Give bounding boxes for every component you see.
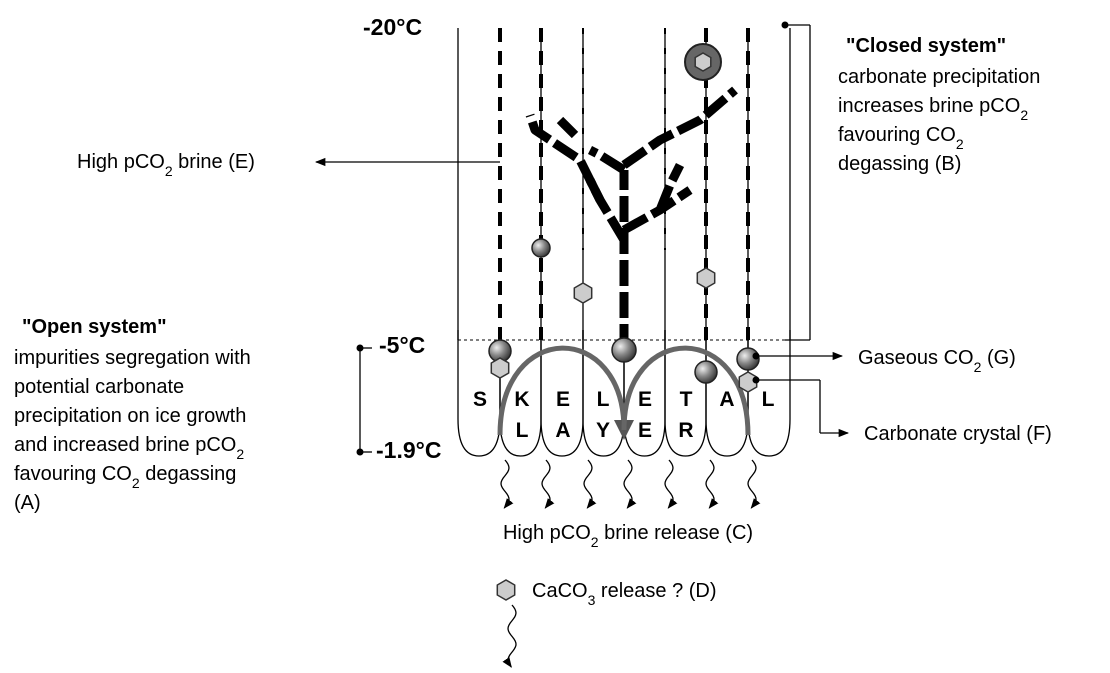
label-text: increases brine pCO [838,95,1020,117]
subscript: 2 [974,359,982,375]
release-arrow [500,459,514,509]
subscript: 2 [165,163,173,179]
brine-tree [621,86,738,169]
carbonate-crystal [573,282,593,304]
label-text: brine (E) [173,151,255,173]
temperature-top: -20°C [363,14,422,40]
brine-tree [587,145,627,174]
lobe [540,330,584,457]
flow-arc [621,345,751,436]
gas-bubble [736,347,760,371]
lobe [664,330,707,457]
brine-tree [525,113,628,243]
connector-dot [781,21,789,29]
label-text: impurities segregation with [14,347,251,369]
label-text: carbonate precipitation [838,66,1040,88]
layer-letter: E [556,388,570,411]
label-text: (G) [981,347,1015,369]
label-text: (A) [14,492,41,514]
release-arrow [502,604,517,668]
label-text: precipitation on ice growth [14,405,246,427]
brine-tree [585,177,605,203]
label-text: degassing [140,463,237,485]
label-line: degassing (B) [838,153,961,175]
subscript: 2 [591,534,599,550]
layer-letter: E [638,388,652,411]
label-line: favouring CO2 [838,124,964,152]
label-line: Carbonate crystal (F) [864,423,1052,445]
subscript: 2 [236,446,244,462]
layer-letter: S [473,388,487,411]
ice-structure [457,28,810,457]
layer-letter: T [680,388,693,411]
label-text: High pCO [77,151,165,173]
label-text: potential carbonate [14,376,184,398]
label-text: brine release (C) [599,522,754,544]
gas-bubble [531,238,551,258]
temperature-bottom: -1.9°C [376,437,441,463]
label-line: precipitation on ice growth [14,405,246,427]
gas-bubble [694,360,718,384]
label-line: and increased brine pCO2 [14,434,244,462]
label-line: Gaseous CO2 (G) [858,347,1016,375]
connector-dot [356,448,364,456]
label-line: carbonate precipitation [838,66,1040,88]
release-arrow [664,459,678,509]
carbonate-crystal [694,52,712,72]
label-line: favouring CO2 degassing [14,463,236,491]
label-title: "Open system" [22,316,167,338]
label-line: High pCO2 brine (E) [77,151,255,179]
subscript: 2 [1020,107,1028,123]
layer-letter: A [719,388,734,411]
gas-bubble [611,337,637,363]
brine-tree [621,186,693,234]
label-text: favouring CO [14,463,132,485]
carbonate-crystal [496,579,516,601]
release-arrow [705,459,719,509]
layer-letter: L [762,388,775,411]
label-text: CaCO [532,580,588,602]
label-text: favouring CO [838,124,956,146]
subscript: 2 [956,136,964,152]
connector-dot [752,376,760,384]
label-line: CaCO3 release ? (D) [532,580,717,608]
layer-letter: K [514,388,529,411]
brine-tree [655,162,685,212]
label-line: potential carbonate [14,376,184,398]
subscript: 2 [132,475,140,491]
temperature-middle: -5°C [379,332,425,358]
label-line: (A) [14,492,41,514]
layer-letter: Y [596,419,610,442]
layer-letter: L [597,388,610,411]
label-text: Gaseous CO [858,347,974,369]
connector-dot [752,352,760,360]
label-line: increases brine pCO2 [838,95,1028,123]
label-line: High pCO2 brine release (C) [503,522,753,550]
release-arrow [747,459,761,509]
subscript: 3 [588,592,596,608]
label-text: High pCO [503,522,591,544]
connector-dot [356,344,364,352]
carbonate-crystal [696,267,716,289]
layer-letter: E [638,419,652,442]
label-text: and increased brine pCO [14,434,236,456]
label-text: degassing (B) [838,153,961,175]
brine-tree [556,116,579,139]
release-arrow [623,459,637,509]
flow-arc [497,345,634,440]
layer-letter: R [678,419,693,442]
label-text: release ? (D) [595,580,716,602]
layer-letter: L [516,419,529,442]
carbonate-crystal [490,357,510,379]
release-arrow [541,459,555,509]
label-line: impurities segregation with [14,347,251,369]
layer-letter: A [555,419,570,442]
release-arrow [583,459,597,509]
label-text: Carbonate crystal (F) [864,423,1052,445]
label-title: "Closed system" [846,35,1006,57]
